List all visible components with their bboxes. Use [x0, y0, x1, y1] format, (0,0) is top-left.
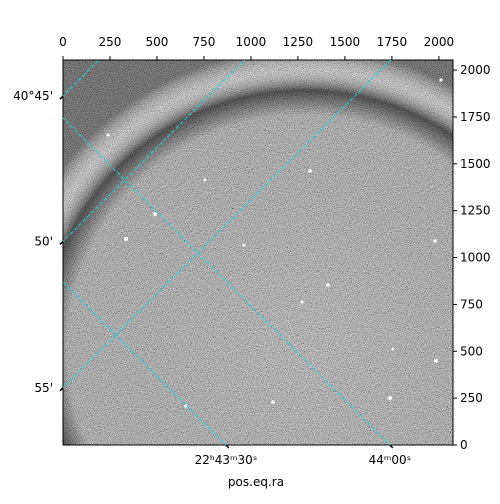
y-tick-label: 0 — [460, 438, 468, 452]
ra-tick-label: 44ᵐ00ˢ — [369, 453, 412, 467]
x-tick-label: 1000 — [236, 35, 267, 49]
frame — [62, 59, 454, 446]
y-tick-label: 750 — [460, 297, 483, 311]
x-tick-label: 750 — [193, 35, 216, 49]
y-tick-label: 1500 — [460, 157, 491, 171]
dec-tick — [59, 95, 64, 100]
dec-tick-label: 40°45' — [13, 89, 53, 103]
ra-tick — [225, 444, 230, 449]
ra-tick-label: 22ʰ43ᵐ30ˢ — [195, 453, 258, 467]
x-tick-label: 500 — [146, 35, 169, 49]
y-tick-label: 1750 — [460, 110, 491, 124]
x-tick-label: 1250 — [283, 35, 314, 49]
dec-tick-label: 50' — [34, 234, 53, 248]
x-axis-label: pos.eq.ra — [228, 475, 284, 489]
dec-tick-label: 55' — [34, 381, 53, 395]
x-tick-label: 2000 — [424, 35, 455, 49]
image — [63, 60, 453, 445]
y-tick-label: 500 — [460, 344, 483, 358]
dec-tick — [59, 240, 64, 245]
x-tick-label: 1750 — [377, 35, 408, 49]
y-tick-label: 2000 — [460, 63, 491, 77]
x-tick-label: 0 — [59, 35, 67, 49]
y-tick-label: 250 — [460, 391, 483, 405]
y-tick-label: 1000 — [460, 251, 491, 265]
y-tick-label: 1250 — [460, 204, 491, 218]
ra-tick — [389, 444, 394, 449]
dec-tick — [59, 387, 64, 392]
x-tick-label: 250 — [99, 35, 122, 49]
stars — [106, 78, 443, 408]
x-tick-label: 1500 — [330, 35, 361, 49]
